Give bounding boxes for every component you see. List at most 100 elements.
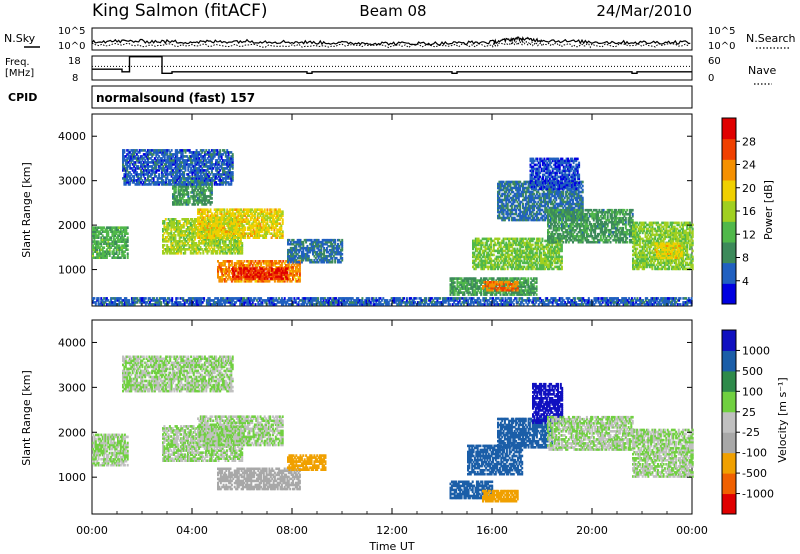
data-cell bbox=[105, 238, 108, 241]
data-cell bbox=[173, 248, 176, 251]
data-cell bbox=[180, 250, 183, 253]
data-cell bbox=[263, 226, 266, 229]
data-cell bbox=[127, 179, 130, 182]
data-cell bbox=[198, 179, 201, 182]
data-cell bbox=[256, 216, 259, 219]
data-cell bbox=[125, 246, 128, 249]
data-cell bbox=[209, 224, 212, 227]
data-cell bbox=[203, 224, 206, 227]
data-cell bbox=[202, 185, 205, 188]
data-cell bbox=[177, 252, 180, 255]
data-cell bbox=[104, 242, 107, 245]
data-cell bbox=[216, 232, 219, 235]
data-cell bbox=[166, 222, 169, 225]
data-cell bbox=[126, 169, 129, 172]
data-cell bbox=[197, 189, 199, 192]
data-cell bbox=[213, 212, 216, 215]
data-cell bbox=[280, 267, 283, 270]
data-cell bbox=[227, 244, 230, 247]
data-cell bbox=[283, 273, 286, 276]
data-cell bbox=[96, 236, 99, 239]
data-cell bbox=[123, 155, 126, 158]
data-cell bbox=[218, 264, 221, 267]
data-cell bbox=[174, 228, 177, 231]
data-cell bbox=[212, 236, 215, 239]
data-cell bbox=[173, 232, 176, 235]
data-cell bbox=[140, 155, 143, 158]
data-cell bbox=[251, 277, 254, 280]
data-cell bbox=[191, 244, 194, 247]
data-cell bbox=[238, 224, 241, 227]
data-cell bbox=[207, 250, 210, 253]
data-cell bbox=[137, 175, 140, 178]
data-cell bbox=[177, 242, 180, 245]
data-cell bbox=[195, 232, 198, 235]
data-cell bbox=[230, 280, 233, 283]
data-cell bbox=[101, 240, 104, 243]
data-cell bbox=[238, 220, 241, 223]
data-cell bbox=[272, 224, 274, 227]
data-cell bbox=[125, 228, 128, 231]
data-cell bbox=[258, 222, 261, 225]
data-cell bbox=[107, 246, 110, 249]
data-cell bbox=[198, 236, 201, 239]
data-cell bbox=[104, 250, 107, 253]
data-cell bbox=[276, 267, 279, 270]
data-cell bbox=[98, 256, 101, 259]
data-cell bbox=[131, 163, 134, 166]
data-cell bbox=[260, 216, 263, 219]
data-cell bbox=[130, 157, 133, 160]
data-cell bbox=[175, 250, 178, 253]
data-cell bbox=[265, 228, 268, 231]
data-cell bbox=[121, 226, 124, 229]
data-cell bbox=[225, 252, 228, 255]
data-cell bbox=[235, 208, 238, 211]
data-cell bbox=[208, 222, 211, 225]
data-cell bbox=[293, 270, 296, 273]
data-cell bbox=[100, 240, 103, 243]
data-cell bbox=[206, 244, 209, 247]
data-cell bbox=[263, 218, 266, 221]
data-cell bbox=[178, 197, 181, 200]
data-cell bbox=[236, 280, 239, 283]
data-cell bbox=[281, 214, 284, 217]
data-cell bbox=[189, 222, 192, 225]
data-cell bbox=[235, 264, 238, 267]
data-cell bbox=[235, 220, 238, 223]
data-cell bbox=[265, 224, 268, 227]
data-cell bbox=[240, 212, 243, 215]
data-cell bbox=[117, 256, 119, 259]
data-cell bbox=[123, 250, 126, 253]
data-cell bbox=[199, 224, 202, 227]
data-cell bbox=[250, 277, 253, 280]
data-cell bbox=[94, 234, 97, 237]
data-cell bbox=[133, 161, 136, 164]
data-cell bbox=[234, 240, 237, 243]
data-cell bbox=[217, 274, 219, 277]
data-cell bbox=[202, 222, 205, 225]
data-cell bbox=[162, 240, 164, 243]
data-cell bbox=[135, 173, 138, 176]
data-cell bbox=[166, 240, 169, 243]
data-cell bbox=[237, 262, 240, 265]
data-cell bbox=[173, 226, 176, 229]
data-cell bbox=[244, 208, 247, 211]
data-cell bbox=[238, 222, 241, 225]
data-cell bbox=[205, 228, 208, 231]
data-cell bbox=[110, 230, 113, 233]
data-cell bbox=[201, 226, 204, 229]
data-cell bbox=[218, 250, 221, 253]
data-cell bbox=[265, 273, 268, 276]
data-cell bbox=[180, 181, 183, 184]
data-cell bbox=[197, 216, 199, 219]
data-cell bbox=[292, 274, 294, 277]
data-cell bbox=[174, 222, 177, 225]
data-cell bbox=[138, 179, 141, 182]
data-cell bbox=[281, 232, 284, 235]
data-cell bbox=[122, 177, 124, 180]
data-cell bbox=[193, 238, 196, 241]
data-cell bbox=[122, 161, 124, 164]
data-cell bbox=[130, 155, 133, 158]
data-cell bbox=[255, 275, 258, 278]
data-cell bbox=[163, 244, 166, 247]
